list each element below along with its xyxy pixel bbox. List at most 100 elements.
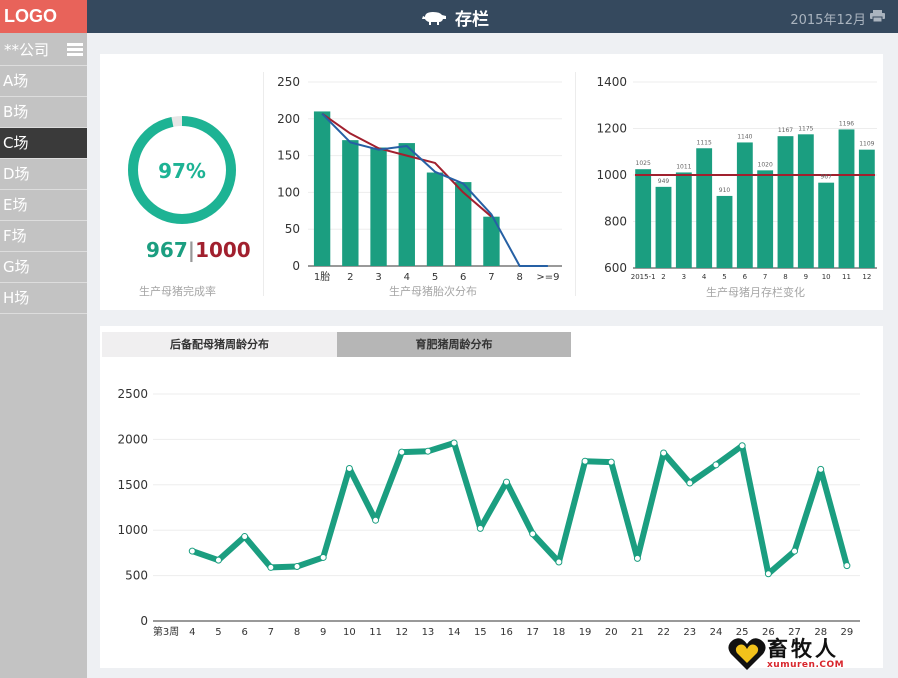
data-point (764, 570, 772, 578)
x-tick-label: 2 (661, 273, 665, 281)
heart-logo-icon (728, 638, 766, 670)
sidebar-item-farm[interactable]: B场 (0, 97, 87, 128)
x-tick-label: 第3周 (153, 625, 179, 638)
x-tick-label: 13 (422, 627, 435, 638)
header: 存栏 2015年12月 (87, 0, 898, 33)
data-point (607, 458, 615, 466)
x-tick-label: 10 (822, 273, 831, 281)
y-tick-label: 2000 (117, 432, 148, 446)
bar (777, 136, 794, 268)
target-count: 1000 (195, 238, 251, 262)
count-separator: | (187, 238, 196, 262)
data-label: 1011 (676, 163, 691, 170)
company-selector[interactable]: **公司 (0, 33, 87, 66)
week-age-panel: 后备配母猪周龄分布 育肥猪周龄分布 0 500 1000 1500 2000 2500 第3… (100, 326, 883, 668)
data-point (843, 562, 851, 570)
x-tick-label: 6 (743, 273, 748, 281)
series-line (191, 440, 850, 577)
y-tick-label: 100 (277, 185, 300, 199)
x-tick-label: 27 (788, 627, 801, 638)
x-tick-label: 15 (474, 627, 487, 638)
sidebar-item-farm[interactable]: F场 (0, 221, 87, 252)
sidebar-item-farm[interactable]: E场 (0, 190, 87, 221)
completion-caption: 生产母猪完成率 (139, 285, 216, 298)
report-date[interactable]: 2015年12月 (790, 13, 866, 28)
x-tick-label: 8 (783, 273, 787, 281)
week-age-line-chart: 0 500 1000 1500 2000 2500 第3周 4 5 6 7 8 9 10 11 12 13 14 1… (117, 387, 860, 638)
x-tick-label: 28 (814, 627, 827, 638)
x-tick-label: 5 (215, 627, 221, 638)
y-tick-label: 250 (277, 75, 300, 89)
x-tick-label: 8 (516, 272, 522, 283)
print-icon[interactable] (870, 10, 885, 22)
x-tick-label: 2015-1 (631, 273, 656, 281)
divider (263, 72, 264, 296)
bar (797, 134, 814, 268)
x-tick-label: 3 (682, 273, 686, 281)
list-menu-icon[interactable] (67, 42, 83, 56)
sidebar-item-farm[interactable]: D场 (0, 159, 87, 190)
watermark-name: 畜牧人 (767, 636, 839, 661)
data-label: 1140 (737, 133, 752, 140)
series-line (321, 112, 548, 267)
page-title-text: 存栏 (455, 10, 489, 30)
data-point (791, 547, 799, 555)
y-tick-label: 600 (604, 261, 627, 275)
series-line (321, 112, 493, 218)
x-tick-label: 17 (526, 627, 539, 638)
x-tick-label: 12 (395, 627, 408, 638)
x-tick-label: 8 (294, 627, 300, 638)
watermark: 畜牧人 xumuren.COM (727, 636, 844, 672)
sidebar-item-farm[interactable]: C场 (0, 128, 87, 159)
x-tick-label: 9 (320, 627, 326, 638)
sidebar-item-farm[interactable]: H场 (0, 283, 87, 314)
x-tick-label: 11 (842, 273, 851, 281)
tab-gilt-week-age[interactable]: 后备配母猪周龄分布 (102, 332, 337, 357)
x-tick-label: 25 (736, 627, 749, 638)
data-point (817, 465, 825, 473)
x-tick-label: 19 (579, 627, 592, 638)
bar (675, 172, 692, 268)
x-tick-label: 9 (804, 273, 808, 281)
data-label: 949 (658, 178, 670, 185)
x-tick-label: 4 (404, 272, 410, 283)
x-tick-label: 1胎 (314, 270, 330, 283)
x-tick-label: 4 (702, 273, 707, 281)
bar (757, 170, 774, 268)
x-tick-label: 14 (448, 627, 461, 638)
data-point (293, 563, 301, 571)
data-point (581, 457, 589, 465)
logo: LOGO (0, 0, 87, 33)
data-point (503, 478, 510, 486)
bar (426, 172, 444, 266)
sidebar-item-farm[interactable]: G场 (0, 252, 87, 283)
completion-counts: 967|1000 (146, 238, 251, 262)
sidebar: LOGO **公司 A场 B场 C场 D场 E场 F场 G场 H场 (0, 0, 87, 678)
watermark-site: xumuren.COM (767, 660, 845, 670)
data-point (633, 554, 641, 562)
completion-percent: 97% (158, 159, 206, 183)
data-point (372, 516, 380, 524)
y-tick-label: 1200 (596, 122, 627, 136)
gauge-arc (128, 116, 236, 224)
bar (655, 186, 672, 268)
parity-chart-caption: 生产母猪胎次分布 (389, 285, 477, 298)
x-tick-label: 7 (268, 627, 274, 638)
data-label: 967 (820, 174, 832, 181)
x-tick-label: 16 (500, 627, 513, 638)
data-point (188, 547, 196, 555)
data-label: 1175 (798, 125, 813, 132)
sidebar-item-farm[interactable]: A场 (0, 66, 87, 97)
x-tick-label: 4 (189, 627, 195, 638)
data-point (476, 524, 484, 532)
bar (342, 140, 359, 266)
bar (483, 216, 500, 266)
tab-finisher-week-age[interactable]: 育肥猪周龄分布 (337, 332, 571, 357)
data-label: 1115 (697, 139, 712, 146)
divider (575, 72, 576, 296)
actual-count: 967 (146, 238, 188, 262)
y-tick-label: 0 (140, 614, 148, 628)
y-tick-label: 1500 (117, 478, 148, 492)
x-tick-label: 7 (763, 273, 767, 281)
